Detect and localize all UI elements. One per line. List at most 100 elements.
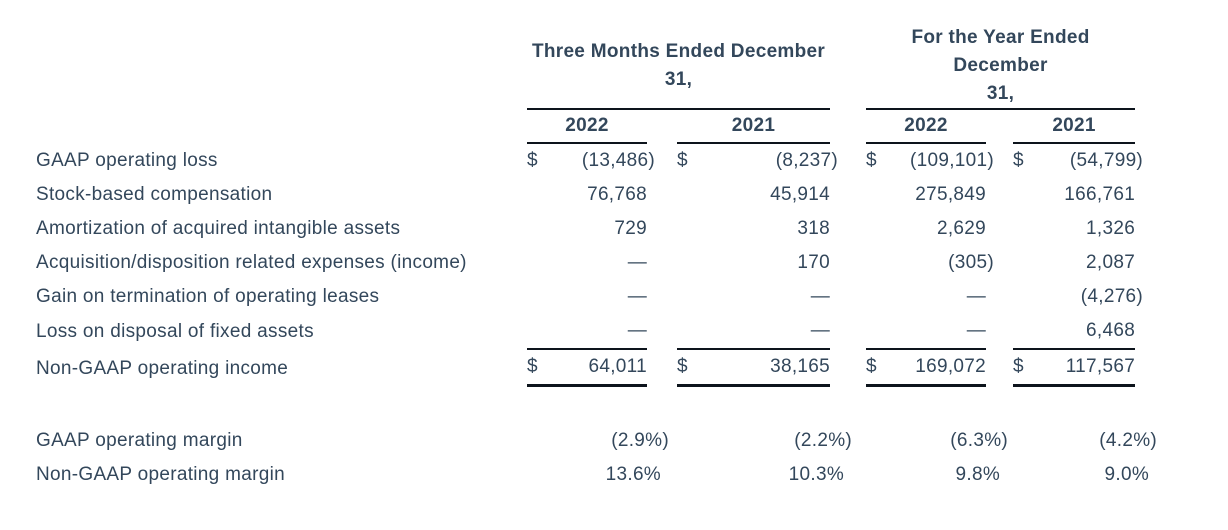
value-cell: (109,101): [909, 150, 995, 171]
table-row: Loss on disposal of fixed assets — — — 6…: [36, 314, 1136, 350]
row-label: Amortization of acquired intangible asse…: [36, 218, 401, 239]
value-cell: 76,768: [587, 184, 647, 205]
value-cell: 169,072: [884, 350, 987, 387]
col-group-header: Three Months Ended December 31,: [527, 24, 831, 110]
table-header-group-row: Three Months Ended December 31, For the …: [36, 24, 1136, 110]
col-gap: [647, 350, 677, 387]
dollar-sign: [677, 314, 695, 350]
value-cell: 6,468: [1031, 314, 1136, 350]
dollar-sign: [527, 280, 545, 314]
dollar-sign: $: [677, 350, 695, 387]
col-group-title-line: Three Months Ended December: [531, 41, 826, 62]
margin-value-cell: (2.2%): [794, 430, 853, 451]
group-gap: [830, 350, 866, 387]
row-label: GAAP operating margin: [36, 430, 243, 451]
dollar-sign: [866, 280, 884, 314]
col-year-header: 2021: [1013, 110, 1136, 144]
value-cell: —: [810, 286, 831, 307]
value-cell: 38,165: [695, 350, 831, 387]
dollar-sign: $: [677, 150, 688, 171]
table-row: Gain on termination of operating leases …: [36, 280, 1143, 314]
value-cell: (8,237): [775, 150, 839, 171]
dollar-sign: [1013, 280, 1031, 314]
value-cell: —: [966, 286, 987, 307]
value-cell: 166,761: [1064, 184, 1136, 205]
dollar-sign: [866, 246, 884, 280]
col-group-title-line: 31,: [986, 83, 1015, 104]
table-total-row: Non-GAAP operating income $ 64,011 $ 38,…: [36, 350, 1136, 387]
value-cell: 117,567: [1031, 350, 1136, 387]
group-gap: [830, 24, 866, 110]
dollar-sign: [866, 178, 884, 212]
dollar-sign: $: [1013, 350, 1032, 387]
dollar-sign: $: [866, 350, 885, 387]
financial-statement-sheet: Three Months Ended December 31, For the …: [36, 24, 1157, 492]
col-year-header: 2022: [527, 110, 647, 144]
row-label: Non-GAAP operating margin: [36, 464, 285, 485]
dollar-sign: [1013, 246, 1031, 280]
row-label: GAAP operating loss: [36, 150, 218, 171]
dollar-sign: [1013, 178, 1031, 212]
dollar-sign: $: [1013, 150, 1024, 171]
dollar-sign: [527, 178, 545, 212]
dollar-sign: [527, 246, 545, 280]
col-group-header: For the Year Ended December 31,: [866, 24, 1136, 110]
margin-value-cell: 9.8%: [955, 464, 1001, 485]
dollar-sign: [1013, 212, 1031, 246]
value-cell: 1,326: [1086, 218, 1136, 239]
header-spacer: [36, 24, 527, 110]
value-cell: 2,087: [1086, 252, 1136, 273]
row-label: Non-GAAP operating income: [36, 357, 289, 379]
value-cell: —: [627, 286, 647, 307]
dollar-sign: $: [527, 350, 545, 387]
value-cell: —: [627, 252, 647, 273]
dollar-sign: [1013, 314, 1032, 350]
group-gap: [830, 314, 866, 350]
group-gap: [830, 280, 866, 314]
value-cell: (54,799): [1069, 150, 1144, 171]
dollar-sign: $: [866, 150, 877, 171]
row-label: Stock-based compensation: [36, 184, 273, 205]
col-gap: [647, 212, 677, 246]
col-gap: [647, 178, 677, 212]
col-gap: [647, 280, 677, 314]
group-gap: [830, 246, 866, 280]
dollar-sign: [677, 178, 695, 212]
value-cell: (4,276): [1080, 286, 1144, 307]
dollar-sign: [527, 314, 545, 350]
table-year-row: 2022 2021 2022 2021: [36, 110, 1136, 144]
dollar-sign: [866, 212, 884, 246]
margin-value-cell: (4.2%): [1099, 430, 1158, 451]
value-cell: —: [545, 314, 647, 350]
value-cell: (305): [948, 252, 995, 273]
table-row: Stock-based compensation 76,768 45,914 2…: [36, 178, 1135, 212]
col-group-title-line: 31,: [664, 69, 693, 90]
header-spacer: [36, 110, 527, 144]
group-gap: [830, 110, 866, 144]
value-cell: 45,914: [770, 184, 831, 205]
col-gap: [986, 178, 1013, 212]
col-gap: [986, 212, 1013, 246]
value-cell: 64,011: [545, 350, 647, 387]
value-cell: 318: [797, 218, 831, 239]
group-gap: [830, 212, 866, 246]
margin-value-cell: (6.3%): [950, 430, 1009, 451]
table-row: GAAP operating margin (2.9%) (2.2%) (6.3…: [36, 424, 1157, 458]
value-cell: 170: [797, 252, 831, 273]
table-row: Non-GAAP operating margin 13.6% 10.3% 9.…: [36, 458, 1149, 492]
col-gap: [986, 350, 1013, 387]
gaap-reconciliation-table: Three Months Ended December 31, For the …: [36, 24, 1157, 492]
col-gap: [647, 246, 677, 280]
value-cell: 729: [614, 218, 647, 239]
margin-value-cell: (2.9%): [611, 430, 669, 451]
table-row: Amortization of acquired intangible asse…: [36, 212, 1135, 246]
table-row: GAAP operating loss $ (13,486) $ (8,237)…: [36, 144, 1143, 178]
dollar-sign: [866, 314, 885, 350]
col-gap: [986, 314, 1013, 350]
col-gap: [986, 110, 1013, 144]
value-cell: —: [695, 314, 831, 350]
dollar-sign: [677, 280, 695, 314]
group-gap: [830, 178, 866, 212]
col-year-header: 2021: [677, 110, 831, 144]
margin-value-cell: 9.0%: [1104, 464, 1150, 485]
